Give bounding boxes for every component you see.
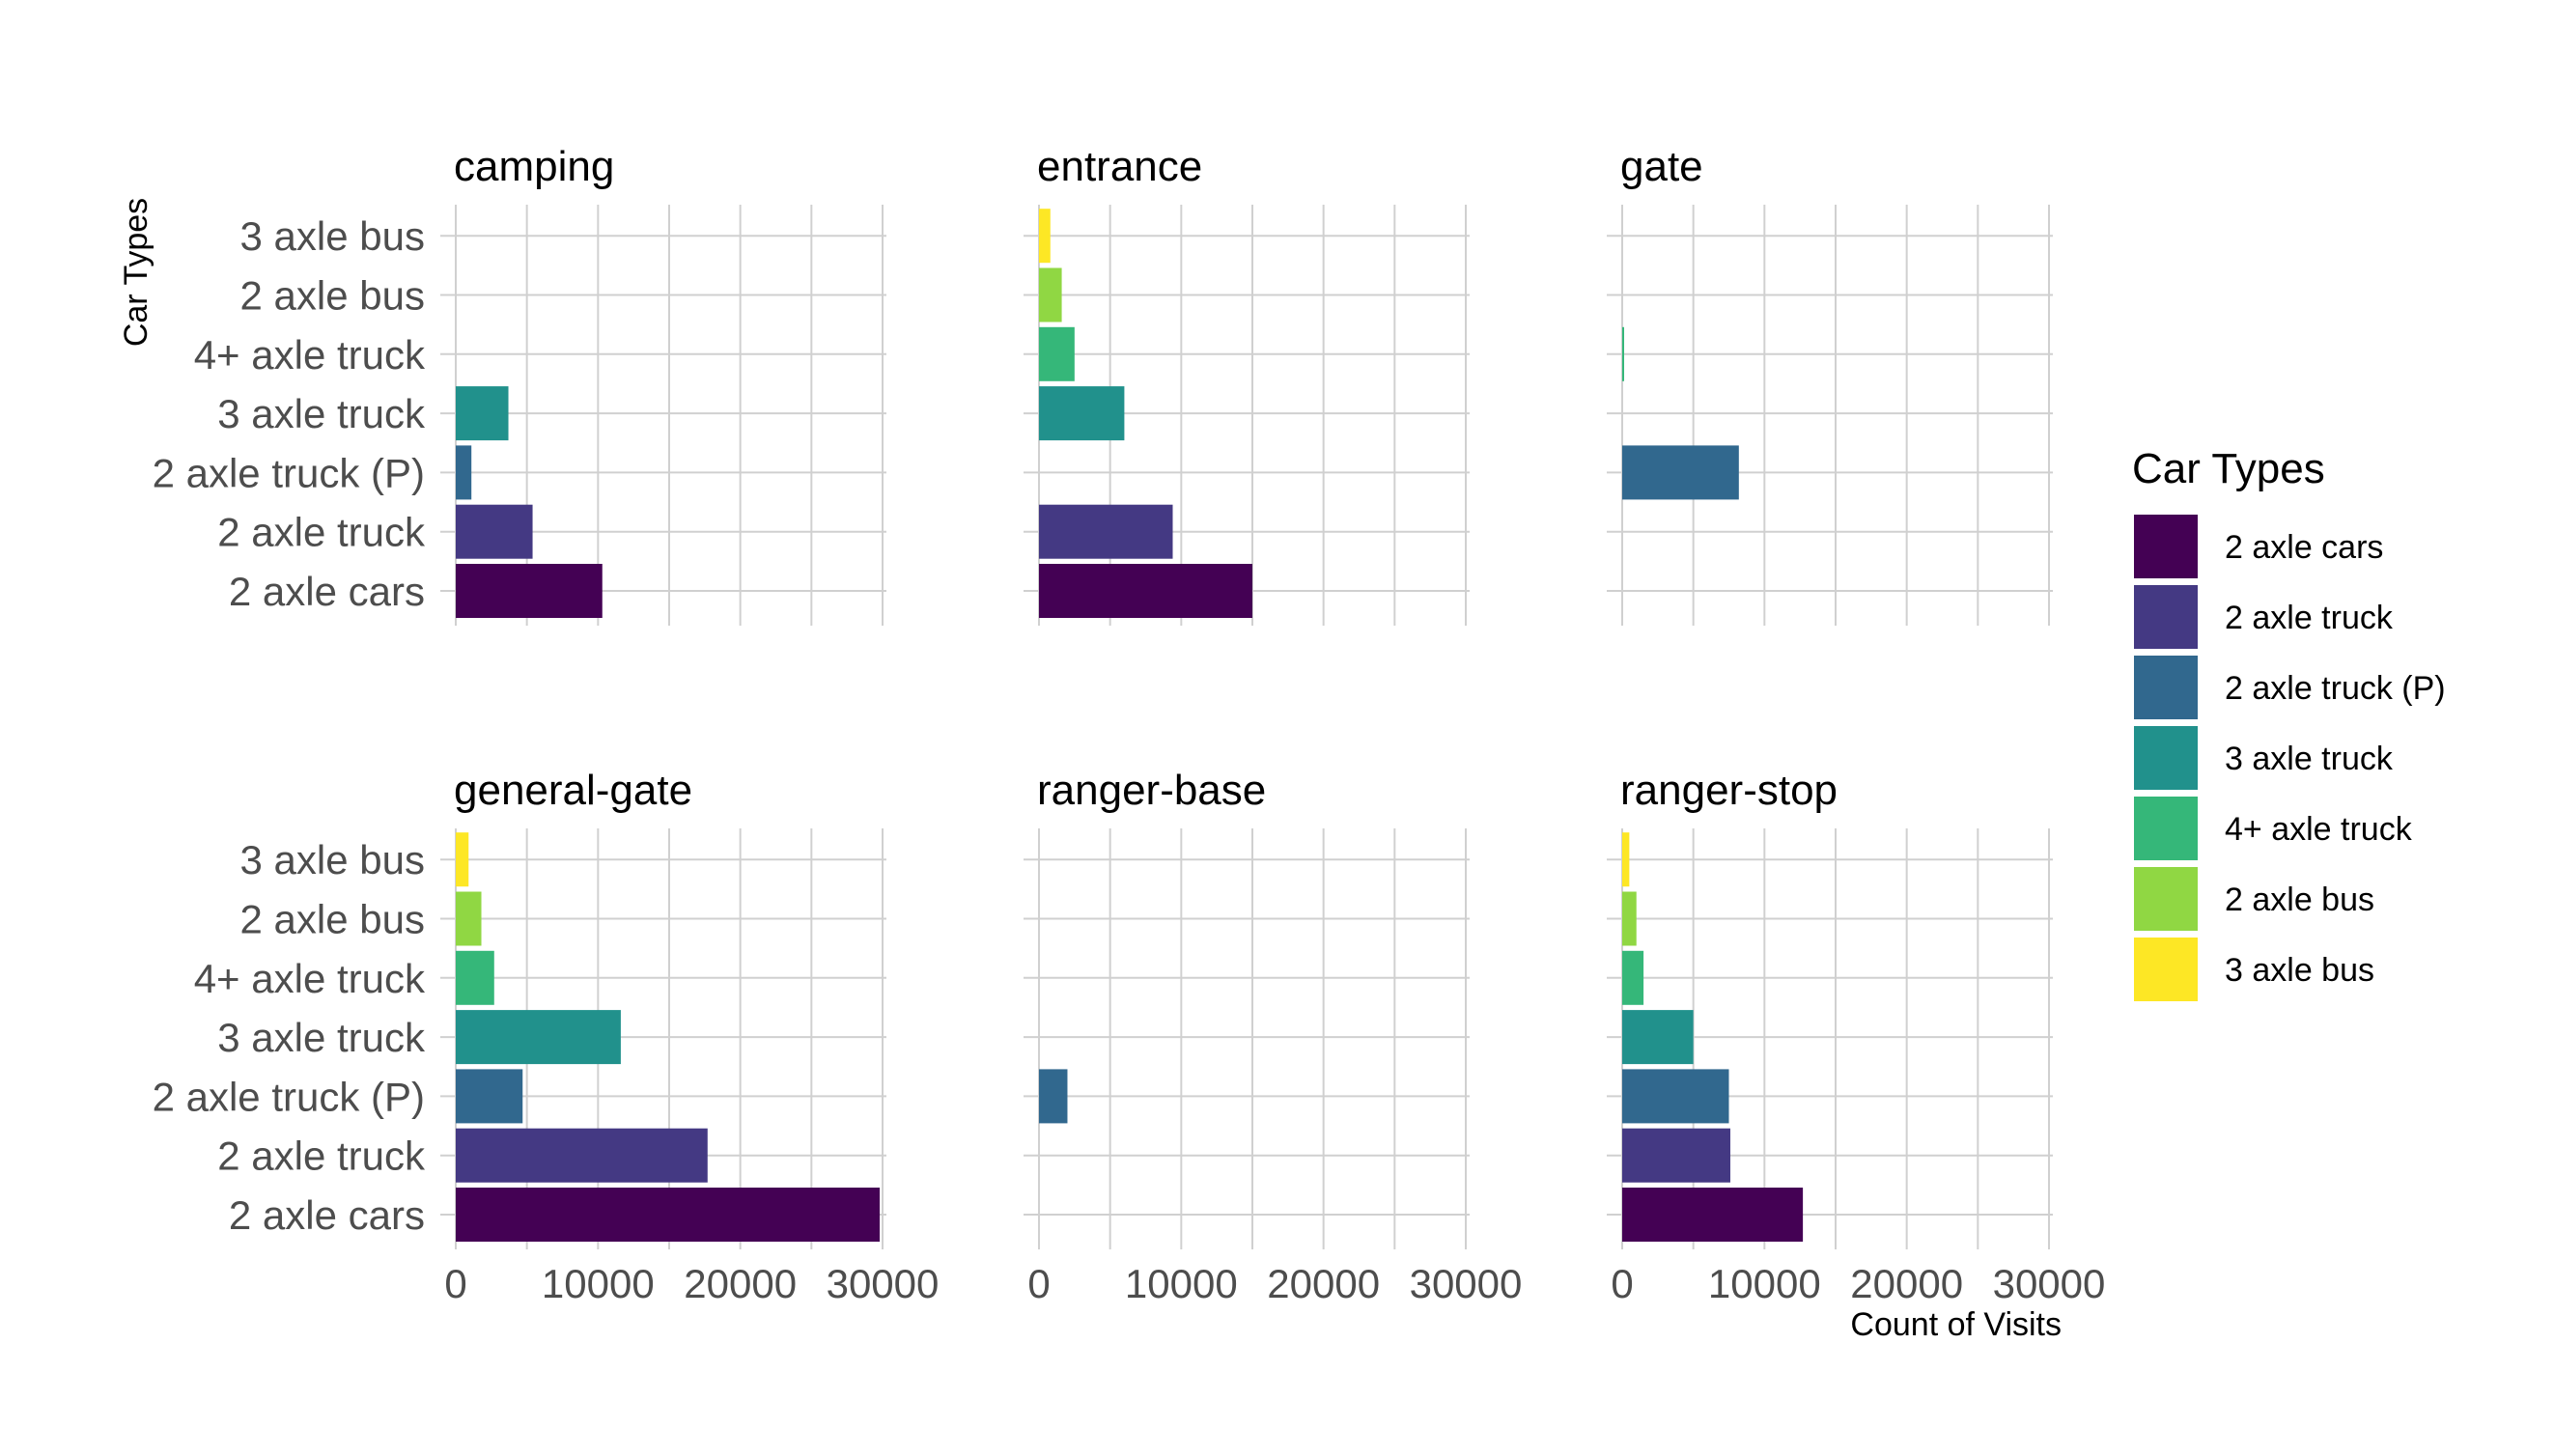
bar-general-gate-2-axle-cars	[456, 1188, 881, 1242]
facet-panel-entrance: entrance	[1024, 143, 1470, 626]
y-tick-label: 4+ axle truck	[194, 332, 426, 378]
x-tick-label: 20000	[1850, 1261, 1963, 1306]
legend-label: 3 axle truck	[2225, 741, 2394, 777]
bar-gate-4-axle-truck	[1622, 326, 1624, 381]
bar-ranger-stop-3-axle-bus	[1622, 832, 1630, 887]
facet-panels: camping 2 axle cars 2 axle truck 2 axle tru…	[153, 143, 2106, 1306]
bar-camping-2-axle-cars	[456, 564, 603, 618]
bar-entrance-2-axle-bus	[1039, 267, 1062, 322]
facet-panel-ranger-stop: ranger-stop 0 10000 20000 30000	[1607, 767, 2105, 1306]
legend-item-3-axle-truck: 3 axle truck	[2134, 726, 2394, 790]
bar-ranger-stop-3-axle-truck	[1622, 1010, 1694, 1065]
legend-item-4-axle-truck: 4+ axle truck	[2134, 797, 2413, 860]
facet-panel-general-gate: general-gate 2 axle cars 2 axle truck 2 axl…	[153, 767, 940, 1306]
x-axis-title: Count of Visits	[1850, 1306, 2062, 1343]
bar-general-gate-2-axle-truck-p	[456, 1069, 523, 1124]
bar-general-gate-3-axle-bus	[456, 832, 469, 887]
legend-swatch	[2134, 656, 2198, 719]
bar-ranger-stop-2-axle-bus	[1622, 891, 1637, 946]
legend-swatch	[2134, 726, 2198, 790]
legend-title: Car Types	[2132, 445, 2325, 492]
legend-label: 2 axle bus	[2225, 882, 2374, 918]
x-tick-label: 20000	[684, 1261, 797, 1306]
legend-label: 2 axle truck (P)	[2225, 670, 2446, 707]
bar-entrance-3-axle-bus	[1039, 209, 1051, 264]
y-axis-title: Car Types	[118, 198, 154, 347]
x-tick-label: 20000	[1267, 1261, 1380, 1306]
legend-item-2-axle-cars: 2 axle cars	[2134, 515, 2383, 578]
legend-label: 3 axle bus	[2225, 952, 2374, 989]
bar-camping-3-axle-truck	[456, 386, 509, 441]
y-tick-label: 3 axle bus	[240, 837, 425, 882]
legend-swatch	[2134, 585, 2198, 649]
bar-camping-2-axle-truck-p	[456, 445, 472, 500]
bar-camping-2-axle-truck	[456, 504, 533, 559]
y-tick-label: 3 axle truck	[217, 391, 426, 436]
bar-ranger-stop-4-axle-truck	[1622, 950, 1644, 1005]
legend-item-2-axle-bus: 2 axle bus	[2134, 867, 2374, 931]
facet-panel-ranger-base: ranger-base 0 10000 20000 30000	[1024, 767, 1522, 1306]
x-tick-label: 10000	[542, 1261, 655, 1306]
facet-title: ranger-stop	[1620, 767, 1838, 814]
legend-swatch	[2134, 515, 2198, 578]
x-tick-label: 0	[444, 1261, 466, 1306]
y-tick-label: 2 axle truck (P)	[153, 1074, 425, 1119]
legend-items: 2 axle cars 2 axle truck 2 axle truck (P) 3…	[2134, 515, 2446, 1001]
facet-title: general-gate	[454, 767, 692, 814]
bar-general-gate-2-axle-bus	[456, 891, 482, 946]
legend-label: 4+ axle truck	[2225, 811, 2413, 848]
bar-entrance-2-axle-cars	[1039, 564, 1252, 618]
bar-ranger-stop-2-axle-truck-p	[1622, 1069, 1729, 1124]
y-tick-label: 2 axle truck (P)	[153, 450, 425, 495]
y-tick-label: 2 axle truck	[217, 1134, 426, 1179]
y-tick-label: 3 axle truck	[217, 1015, 426, 1060]
legend-swatch	[2134, 867, 2198, 931]
x-tick-label: 10000	[1708, 1261, 1821, 1306]
bar-entrance-3-axle-truck	[1039, 386, 1125, 441]
legend-label: 2 axle truck	[2225, 600, 2394, 636]
bar-entrance-4-axle-truck	[1039, 326, 1075, 381]
y-tick-label: 2 axle bus	[240, 273, 425, 319]
facet-title: ranger-base	[1037, 767, 1266, 814]
y-tick-label: 2 axle cars	[229, 1192, 425, 1238]
bar-ranger-base-2-axle-truck-p	[1039, 1069, 1068, 1124]
legend-label: 2 axle cars	[2225, 529, 2383, 566]
bar-general-gate-2-axle-truck	[456, 1128, 708, 1183]
legend-item-3-axle-bus: 3 axle bus	[2134, 938, 2374, 1001]
facet-title: entrance	[1037, 143, 1202, 190]
bar-general-gate-3-axle-truck	[456, 1010, 621, 1065]
facet-title: gate	[1620, 143, 1703, 190]
y-tick-label: 4+ axle truck	[194, 956, 426, 1001]
bar-ranger-stop-2-axle-truck	[1622, 1128, 1730, 1183]
x-tick-label: 0	[1611, 1261, 1633, 1306]
x-tick-label: 0	[1027, 1261, 1050, 1306]
y-tick-label: 2 axle bus	[240, 897, 425, 942]
bar-ranger-stop-2-axle-cars	[1622, 1188, 1804, 1242]
legend-swatch	[2134, 797, 2198, 860]
y-tick-label: 2 axle cars	[229, 569, 425, 614]
x-tick-label: 10000	[1125, 1261, 1238, 1306]
legend-item-2-axle-truck-p: 2 axle truck (P)	[2134, 656, 2446, 719]
y-tick-label: 2 axle truck	[217, 510, 426, 555]
x-tick-label: 30000	[1993, 1261, 2106, 1306]
facet-panel-gate: gate	[1607, 143, 2053, 626]
bar-general-gate-4-axle-truck	[456, 950, 494, 1005]
legend-swatch	[2134, 938, 2198, 1001]
bar-gate-2-axle-truck-p	[1622, 445, 1739, 500]
facet-panel-camping: camping 2 axle cars 2 axle truck 2 axle tru…	[153, 143, 886, 626]
legend-item-2-axle-truck: 2 axle truck	[2134, 585, 2394, 649]
y-tick-label: 3 axle bus	[240, 213, 425, 259]
x-tick-label: 30000	[827, 1261, 940, 1306]
x-tick-label: 30000	[1410, 1261, 1523, 1306]
facet-title: camping	[454, 143, 614, 190]
bar-entrance-2-axle-truck	[1039, 504, 1173, 559]
